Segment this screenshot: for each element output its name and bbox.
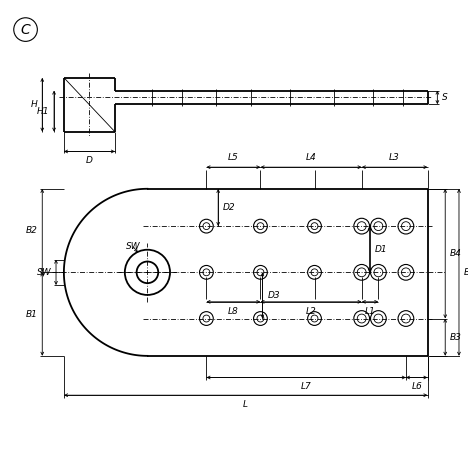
- Text: B2: B2: [25, 226, 37, 235]
- Text: L1: L1: [365, 307, 375, 316]
- Text: L7: L7: [301, 382, 312, 391]
- Text: C: C: [21, 22, 30, 37]
- Text: S: S: [442, 93, 448, 102]
- Text: L: L: [243, 400, 248, 409]
- Text: L3: L3: [389, 153, 400, 162]
- Text: L4: L4: [306, 153, 316, 162]
- Text: B3: B3: [450, 333, 462, 342]
- Text: D1: D1: [374, 245, 387, 254]
- Text: SW: SW: [126, 242, 141, 251]
- Text: L6: L6: [411, 382, 422, 391]
- Text: H1: H1: [37, 107, 49, 116]
- Text: SW: SW: [37, 268, 51, 277]
- Text: B4: B4: [450, 249, 462, 258]
- Text: L2: L2: [306, 307, 316, 316]
- Text: B1: B1: [25, 310, 37, 319]
- Text: L8: L8: [228, 307, 239, 316]
- Text: H: H: [30, 100, 37, 109]
- Text: D: D: [86, 156, 93, 165]
- Text: D3: D3: [267, 291, 280, 300]
- Text: B: B: [464, 268, 468, 277]
- Text: D2: D2: [223, 203, 236, 212]
- Text: L5: L5: [228, 153, 239, 162]
